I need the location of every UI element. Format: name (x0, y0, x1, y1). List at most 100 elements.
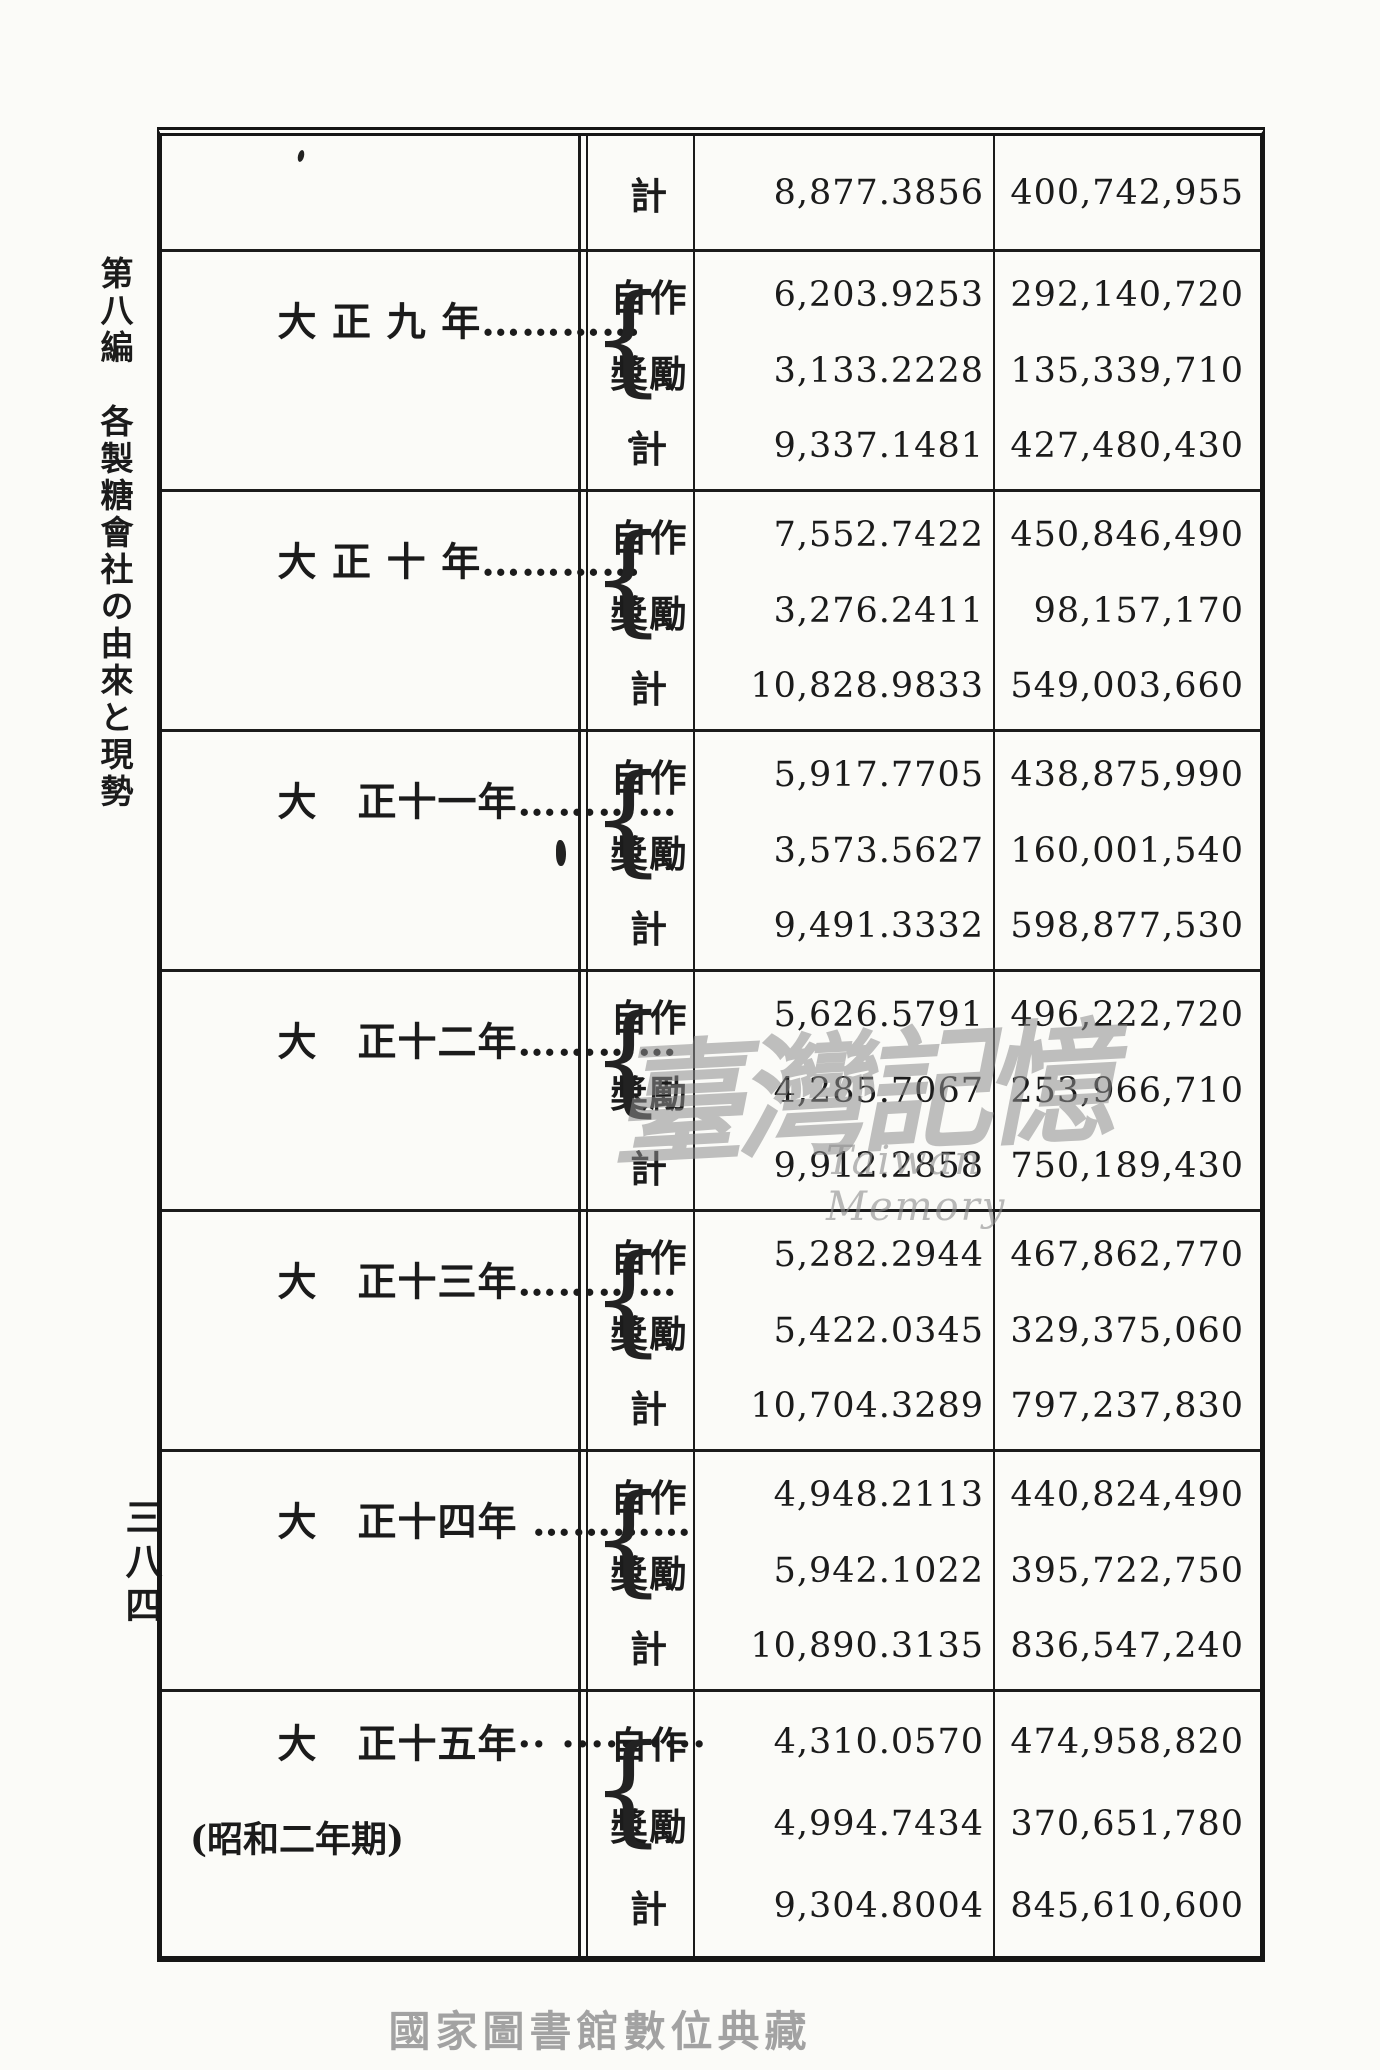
table-section: 大 正 十 年………… { 自作 7,552.7422 450,846,490 … (162, 492, 1260, 732)
amount-col1: 3,276.2411 (773, 590, 984, 631)
table-row: 計 9,912.2858 750,189,430 (583, 1134, 1260, 1198)
year-label-line1: 大 正十五年·· ····· ···· (277, 1721, 707, 1768)
amount-col2: 160,001,540 (1010, 830, 1244, 871)
brace-glyph: { (590, 269, 667, 409)
amount-col1: 7,552.7422 (773, 515, 984, 556)
brace-glyph: { (590, 989, 667, 1129)
amount-col1: 8,877.3856 (773, 172, 984, 213)
table-row: 獎勵 3,573.5627 160,001,540 (583, 819, 1260, 883)
table-row: 自作 5,626.5791 496,222,720 (583, 983, 1260, 1047)
category-label: 自作 (610, 1476, 689, 1521)
amount-col2: 845,610,600 (1010, 1886, 1244, 1926)
table-row: 自作 5,282.2944 467,862,770 (583, 1223, 1260, 1287)
amount-col1: 9,491.3332 (773, 905, 984, 946)
year-label-line1: 大 正十三年………… (277, 1259, 678, 1306)
category-label: 獎勵 (610, 591, 689, 636)
amount-col2: 370,651,780 (1010, 1804, 1244, 1844)
amount-col1: 10,890.3135 (750, 1625, 984, 1666)
amount-col1: 4,948.2113 (773, 1475, 984, 1516)
page-number-vertical: 三八四 (119, 1498, 163, 1630)
table-section: 大 正十五年·· ····· ···· (昭和二年期) { 自作 4,310.0… (162, 1692, 1260, 1956)
amount-col1: 3,133.2228 (773, 350, 984, 391)
table-row: 獎勵 5,422.0345 329,375,060 (583, 1299, 1260, 1363)
year-label: 大 正十二年………… (190, 969, 677, 1164)
table-section: 計 8,877.3856 400,742,955 (162, 136, 1260, 252)
amount-col2: 750,189,430 (1010, 1145, 1244, 1186)
amount-col1: 5,942.1022 (773, 1550, 984, 1591)
year-label-line1: 大 正十一年………… (277, 779, 678, 826)
category-label: 計 (630, 173, 669, 218)
amount-col1: 5,917.7705 (773, 755, 984, 796)
footer-caption: 國家圖書館數位典藏 (388, 2008, 812, 2055)
category-label: 計 (630, 1386, 669, 1431)
column-divider-category (693, 136, 695, 1956)
brace-glyph: { (590, 749, 667, 889)
table-row: 自作 4,948.2113 440,824,490 (583, 1463, 1260, 1527)
table-sections: 計 8,877.3856 400,742,955 大 正 九 年………… { 自… (162, 136, 1260, 1956)
amount-col2: 797,237,830 (1010, 1385, 1244, 1426)
amount-col2: 549,003,660 (1010, 665, 1244, 706)
category-label: 獎勵 (610, 1311, 689, 1356)
table-section: 大 正十一年………… { 自作 5,917.7705 438,875,990 獎… (162, 732, 1260, 972)
scan-speck (556, 840, 566, 866)
category-label: 計 (630, 1887, 669, 1931)
table-row: 獎勵 4,994.7434 370,651,780 (583, 1792, 1260, 1856)
column-divider-amounts (993, 136, 995, 1956)
amount-col2: 598,877,530 (1010, 905, 1244, 946)
category-label: 自作 (610, 1236, 689, 1281)
category-label: 計 (630, 1146, 669, 1191)
table-row: 自作 5,917.7705 438,875,990 (583, 743, 1260, 807)
table-row: 計 9,337.1481 427,480,430 (583, 414, 1260, 478)
amount-col1: 9,304.8004 (773, 1886, 984, 1926)
amount-col2: 467,862,770 (1010, 1235, 1244, 1276)
table-row: 獎勵 4,285.7067 253,966,710 (583, 1059, 1260, 1123)
table-row: 計 8,877.3856 400,742,955 (583, 161, 1260, 225)
amount-col2: 253,966,710 (1010, 1070, 1244, 1111)
category-label: 自作 (610, 276, 689, 321)
amount-col2: 438,875,990 (1010, 755, 1244, 796)
table-row: 獎勵 3,276.2411 98,157,170 (583, 579, 1260, 643)
year-label-line1: 大 正 九 年………… (277, 299, 642, 346)
year-label: 大 正十三年………… (190, 1209, 677, 1404)
amount-col2: 395,722,750 (1010, 1550, 1244, 1591)
year-label-line1: 大 正 十 年………… (277, 539, 642, 586)
category-label: 獎勵 (610, 1551, 689, 1596)
amount-col2: 474,958,820 (1010, 1722, 1244, 1762)
amount-col2: 292,140,720 (1010, 275, 1244, 316)
amount-col1: 9,337.1481 (773, 425, 984, 466)
table-row: 計 10,828.9833 549,003,660 (583, 654, 1260, 718)
category-label: 自作 (610, 996, 689, 1041)
amount-col1: 5,626.5791 (773, 995, 984, 1036)
amount-col2: 98,157,170 (1033, 590, 1244, 631)
year-label-line1: 大 正十二年………… (277, 1019, 678, 1066)
amount-col1: 3,573.5627 (773, 830, 984, 871)
category-label: 獎勵 (610, 1071, 689, 1116)
amount-col2: 329,375,060 (1010, 1310, 1244, 1351)
amount-col1: 4,285.7067 (773, 1070, 984, 1111)
amount-col1: 4,994.7434 (773, 1804, 984, 1844)
category-label: 獎勵 (610, 1805, 689, 1849)
table-section: 大 正 九 年………… { 自作 6,203.9253 292,140,720 … (162, 252, 1260, 492)
year-label: 大 正 十 年………… (190, 489, 641, 684)
category-label: 計 (630, 1626, 669, 1671)
amount-col2: 836,547,240 (1010, 1625, 1244, 1666)
chapter-side-title: 第八編 各製糖會社の由來と現勢 (95, 256, 134, 811)
column-divider-double-inner (586, 136, 588, 1956)
table-row: 計 9,304.8004 845,610,600 (583, 1874, 1260, 1938)
year-label-line2: (昭和二年期) (190, 1818, 405, 1861)
year-label: 大 正十四年 ………… (190, 1449, 692, 1644)
brace-glyph: { (590, 1469, 667, 1609)
table-section: 大 正十四年 ………… { 自作 4,948.2113 440,824,490 … (162, 1452, 1260, 1692)
brace-glyph: { (590, 509, 667, 649)
category-label: 計 (630, 666, 669, 711)
amount-col2: 427,480,430 (1010, 425, 1244, 466)
amount-col2: 450,846,490 (1010, 515, 1244, 556)
year-label-line1: 大 正十四年 ………… (277, 1499, 693, 1546)
category-label: 計 (630, 906, 669, 951)
year-label: 大 正十一年………… (190, 729, 677, 924)
amount-col1: 5,282.2944 (773, 1235, 984, 1276)
year-label: 大 正十五年·· ····· ···· (昭和二年期) (190, 1672, 707, 1961)
category-label: 獎勵 (610, 831, 689, 876)
amount-col2: 496,222,720 (1010, 995, 1244, 1036)
table-row: 計 9,491.3332 598,877,530 (583, 894, 1260, 958)
